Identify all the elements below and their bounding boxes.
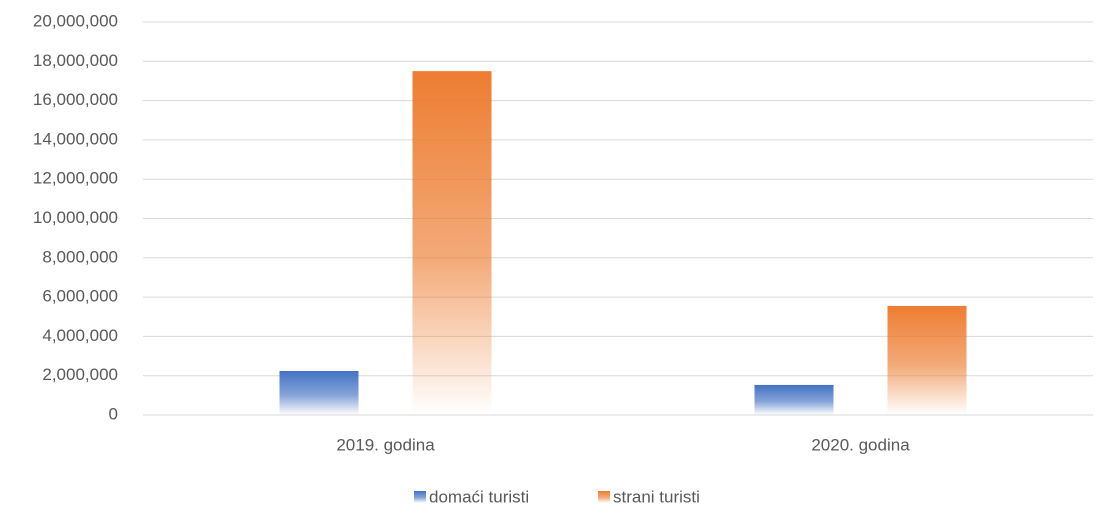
bar xyxy=(279,370,359,415)
legend-swatch xyxy=(414,491,426,503)
bar xyxy=(887,305,967,415)
y-tick-label: 8,000,000 xyxy=(42,247,118,266)
bar xyxy=(412,71,492,415)
y-tick-label: 10,000,000 xyxy=(33,208,118,227)
y-tick-label: 12,000,000 xyxy=(33,169,118,188)
y-tick-label: 4,000,000 xyxy=(42,326,118,345)
legend-swatch xyxy=(598,491,610,503)
y-tick-label: 16,000,000 xyxy=(33,90,118,109)
y-tick-label: 18,000,000 xyxy=(33,51,118,70)
y-tick-label: 20,000,000 xyxy=(33,11,118,30)
x-tick-label: 2020. godina xyxy=(811,435,910,454)
y-tick-label: 14,000,000 xyxy=(33,129,118,148)
y-tick-label: 2,000,000 xyxy=(42,365,118,384)
x-tick-label: 2019. godina xyxy=(336,435,435,454)
legend-label: strani turisti xyxy=(613,487,700,506)
y-tick-label: 6,000,000 xyxy=(42,287,118,306)
bar xyxy=(754,384,834,415)
y-tick-label: 0 xyxy=(109,404,118,423)
legend-label: domaći turisti xyxy=(429,487,529,506)
